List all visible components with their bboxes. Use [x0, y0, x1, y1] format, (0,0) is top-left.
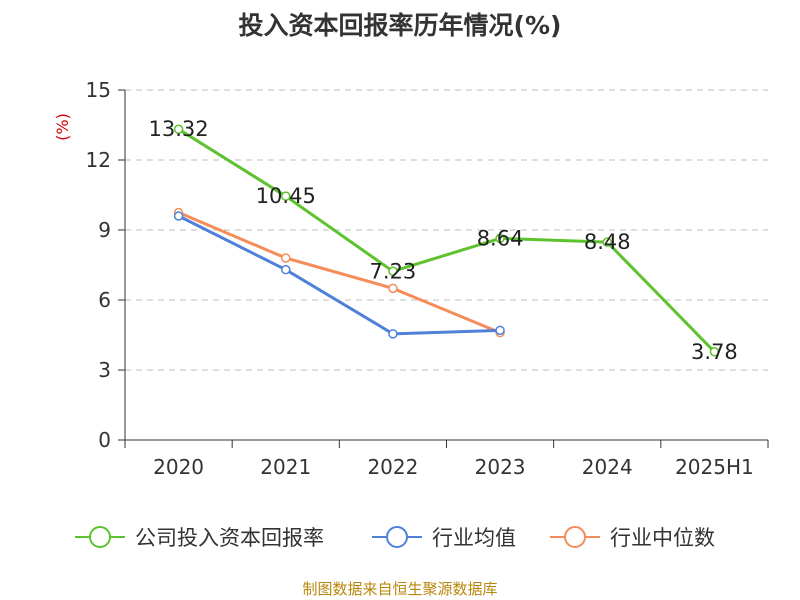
y-tick-label: 9	[98, 218, 111, 242]
legend-label: 行业中位数	[610, 526, 715, 550]
data-point	[388, 329, 398, 339]
y-tick-label: 3	[98, 358, 111, 382]
y-tick-label: 0	[98, 428, 111, 452]
y-tick-label: 6	[98, 288, 111, 312]
data-label: 8.64	[477, 226, 524, 250]
data-label: 7.23	[370, 259, 417, 283]
data-point	[173, 124, 184, 134]
axes: 0 3 6 9 12 15 2020 2021 2022 2023 2024 2025H1	[86, 78, 769, 479]
series-line	[177, 211, 501, 335]
legend-marker	[89, 526, 111, 548]
data-label: 3.78	[691, 340, 738, 364]
x-tick-label: 2023	[475, 455, 526, 479]
legend-marker	[386, 526, 408, 548]
data-point	[388, 283, 398, 294]
y-tick-label: 12	[86, 148, 111, 172]
x-tick-label: 2025H1	[675, 455, 754, 479]
legend-label: 公司投入资本回报率	[135, 526, 324, 550]
x-tick-label: 2024	[582, 455, 633, 479]
series-line	[177, 127, 716, 353]
legend: 公司投入资本回报率 行业均值 行业中位数	[75, 526, 715, 550]
data-point	[602, 237, 612, 247]
y-tick-label: 15	[86, 78, 111, 102]
legend-label: 行业均值	[432, 526, 516, 550]
data-point	[173, 211, 184, 221]
data-point	[281, 264, 291, 275]
gridlines	[125, 89, 768, 371]
data-point	[281, 191, 291, 201]
data-labels: 13.32 10.45 7.23 8.64 8.48 3.78	[149, 117, 738, 364]
data-point	[495, 233, 505, 244]
data-point	[709, 347, 720, 357]
y-axis-unit-label: (%)	[53, 113, 72, 141]
data-point	[388, 266, 398, 277]
x-tick-label: 2021	[260, 455, 311, 479]
data-label: 10.45	[256, 184, 316, 208]
series-line	[177, 214, 501, 336]
x-tick-label: 2020	[153, 455, 204, 479]
data-label: 8.48	[584, 230, 631, 254]
source-note: 制图数据来自恒生聚源数据库	[302, 580, 498, 598]
data-point	[495, 325, 505, 336]
x-tick-label: 2022	[367, 455, 418, 479]
chart-title: 投入资本回报率历年情况(%)	[238, 11, 562, 40]
data-point	[281, 253, 291, 263]
series	[173, 124, 720, 357]
data-label: 13.32	[149, 117, 209, 141]
legend-marker	[564, 526, 586, 548]
